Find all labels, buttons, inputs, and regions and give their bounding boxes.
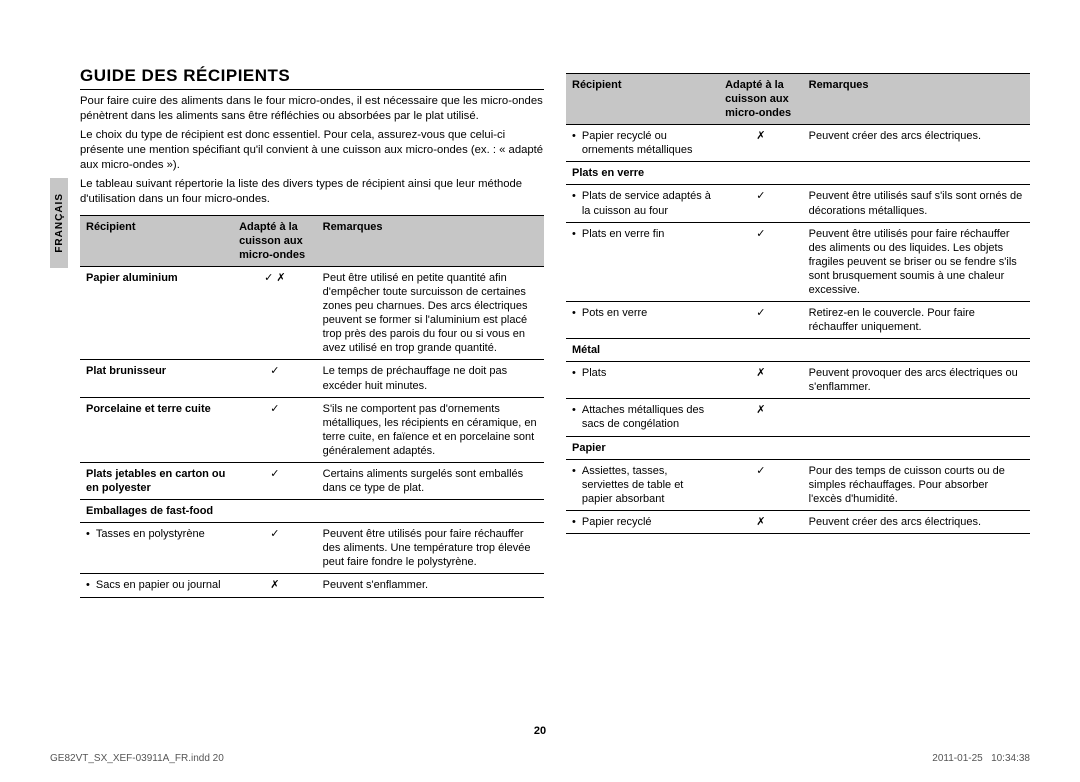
cell-recipient: Assiettes, tasses, serviettes de table e… <box>566 459 719 510</box>
cell-recipient: Plats de service adaptés à la cuisson au… <box>566 185 719 222</box>
cell-remarks: Certains aliments surgelés sont emballés… <box>317 462 544 499</box>
page-number: 20 <box>0 725 1080 737</box>
cell-suitable: ✓ <box>233 360 317 397</box>
cell-suitable: ✗ <box>719 399 803 436</box>
table-row: Plats de service adaptés à la cuisson au… <box>566 185 1030 222</box>
table-row: Sacs en papier ou journal✗Peuvent s'enfl… <box>80 574 544 597</box>
cell-recipient: Papier recyclé <box>566 510 719 533</box>
cell-remarks: Peuvent créer des arcs électriques. <box>803 125 1030 162</box>
table-row: Papier recyclé✗Peuvent créer des arcs él… <box>566 510 1030 533</box>
table-row: Papier <box>566 436 1030 459</box>
cell-suitable: ✓ <box>719 185 803 222</box>
footer: GE82VT_SX_XEF-03911A_FR.indd 20 2011-01-… <box>50 753 1030 764</box>
cell-suitable: ✓ <box>719 302 803 339</box>
cell-recipient: Attaches métalliques des sacs de congéla… <box>566 399 719 436</box>
language-label: FRANÇAIS <box>54 193 65 253</box>
table-row: Papier aluminium✓ ✗Peut être utilisé en … <box>80 267 544 360</box>
col-header-suitable: Adapté à la cuisson aux micro-ondes <box>719 74 803 125</box>
cell-remarks <box>803 399 1030 436</box>
cell-remarks: Peuvent être utilisés pour faire réchauf… <box>803 222 1030 301</box>
cell-recipient: Métal <box>566 339 719 362</box>
col-header-recipient: Récipient <box>566 74 719 125</box>
cell-remarks: Retirez-en le couvercle. Pour faire réch… <box>803 302 1030 339</box>
col-header-remarks: Remarques <box>317 215 544 266</box>
cell-suitable <box>719 339 803 362</box>
cell-recipient: Plat brunisseur <box>80 360 233 397</box>
cell-recipient: Plats en verre <box>566 162 719 185</box>
language-tab: FRANÇAIS <box>50 178 68 268</box>
table-row: Plat brunisseur✓Le temps de préchauffage… <box>80 360 544 397</box>
cell-recipient: Plats en verre fin <box>566 222 719 301</box>
cell-remarks <box>317 500 544 523</box>
cell-recipient: Pots en verre <box>566 302 719 339</box>
table-row: Emballages de fast-food <box>80 500 544 523</box>
cell-remarks <box>803 436 1030 459</box>
cell-suitable <box>719 162 803 185</box>
table-row: Plats en verre <box>566 162 1030 185</box>
cell-recipient: Plats jetables en carton ou en polyester <box>80 462 233 499</box>
cell-recipient: Porcelaine et terre cuite <box>80 397 233 462</box>
cell-remarks: Peuvent provoquer des arcs électriques o… <box>803 362 1030 399</box>
cell-suitable: ✗ <box>719 510 803 533</box>
cell-suitable: ✗ <box>719 125 803 162</box>
content-columns: GUIDE DES RÉCIPIENTS Pour faire cuire de… <box>80 0 1030 598</box>
cell-remarks: Peuvent être utilisés sauf s'ils sont or… <box>803 185 1030 222</box>
footer-file: GE82VT_SX_XEF-03911A_FR.indd 20 <box>50 753 224 764</box>
cookware-table-left: Récipient Adapté à la cuisson aux micro-… <box>80 215 544 598</box>
cell-suitable: ✓ <box>719 222 803 301</box>
cell-recipient: Papier recyclé ou ornements métalliques <box>566 125 719 162</box>
cell-recipient: Tasses en polystyrène <box>80 523 233 574</box>
cell-suitable: ✓ <box>233 462 317 499</box>
col-header-suitable: Adapté à la cuisson aux micro-ondes <box>233 215 317 266</box>
cell-recipient: Plats <box>566 362 719 399</box>
cell-suitable: ✓ <box>233 397 317 462</box>
footer-datetime: 2011-01-25 10:34:38 <box>932 753 1030 764</box>
cell-suitable: ✓ <box>233 523 317 574</box>
cell-recipient: Papier aluminium <box>80 267 233 360</box>
cell-suitable: ✓ ✗ <box>233 267 317 360</box>
table-row: Assiettes, tasses, serviettes de table e… <box>566 459 1030 510</box>
intro-paragraph: Le tableau suivant répertorie la liste d… <box>80 177 544 207</box>
table-row: Pots en verre✓Retirez-en le couvercle. P… <box>566 302 1030 339</box>
cell-recipient: Sacs en papier ou journal <box>80 574 233 597</box>
table-row: Plats en verre fin✓Peuvent être utilisés… <box>566 222 1030 301</box>
cell-suitable <box>719 436 803 459</box>
table-row: Tasses en polystyrène✓Peuvent être utili… <box>80 523 544 574</box>
cell-recipient: Emballages de fast-food <box>80 500 233 523</box>
table-row: Papier recyclé ou ornements métalliques✗… <box>566 125 1030 162</box>
cell-remarks <box>803 162 1030 185</box>
col-header-recipient: Récipient <box>80 215 233 266</box>
cell-suitable: ✗ <box>233 574 317 597</box>
cell-remarks: Peut être utilisé en petite quantité afi… <box>317 267 544 360</box>
cell-remarks: Le temps de préchauffage ne doit pas exc… <box>317 360 544 397</box>
cell-remarks: Peuvent être utilisés pour faire réchauf… <box>317 523 544 574</box>
col-header-remarks: Remarques <box>803 74 1030 125</box>
intro-paragraph: Pour faire cuire des aliments dans le fo… <box>80 94 544 124</box>
cell-remarks: Pour des temps de cuisson courts ou de s… <box>803 459 1030 510</box>
table-row: Attaches métalliques des sacs de congéla… <box>566 399 1030 436</box>
table-row: Plats jetables en carton ou en polyester… <box>80 462 544 499</box>
table-row: Plats✗Peuvent provoquer des arcs électri… <box>566 362 1030 399</box>
cell-remarks: S'ils ne comportent pas d'ornements méta… <box>317 397 544 462</box>
page-title: GUIDE DES RÉCIPIENTS <box>80 65 544 90</box>
cell-remarks <box>803 339 1030 362</box>
cell-recipient: Papier <box>566 436 719 459</box>
cell-remarks: Peuvent s'enflammer. <box>317 574 544 597</box>
cookware-table-right: Récipient Adapté à la cuisson aux micro-… <box>566 73 1030 534</box>
right-column: Récipient Adapté à la cuisson aux micro-… <box>566 65 1030 598</box>
cell-suitable: ✓ <box>719 459 803 510</box>
left-column: GUIDE DES RÉCIPIENTS Pour faire cuire de… <box>80 65 544 598</box>
table-row: Porcelaine et terre cuite✓S'ils ne compo… <box>80 397 544 462</box>
table-row: Métal <box>566 339 1030 362</box>
intro-paragraph: Le choix du type de récipient est donc e… <box>80 128 544 173</box>
cell-suitable: ✗ <box>719 362 803 399</box>
cell-suitable <box>233 500 317 523</box>
cell-remarks: Peuvent créer des arcs électriques. <box>803 510 1030 533</box>
